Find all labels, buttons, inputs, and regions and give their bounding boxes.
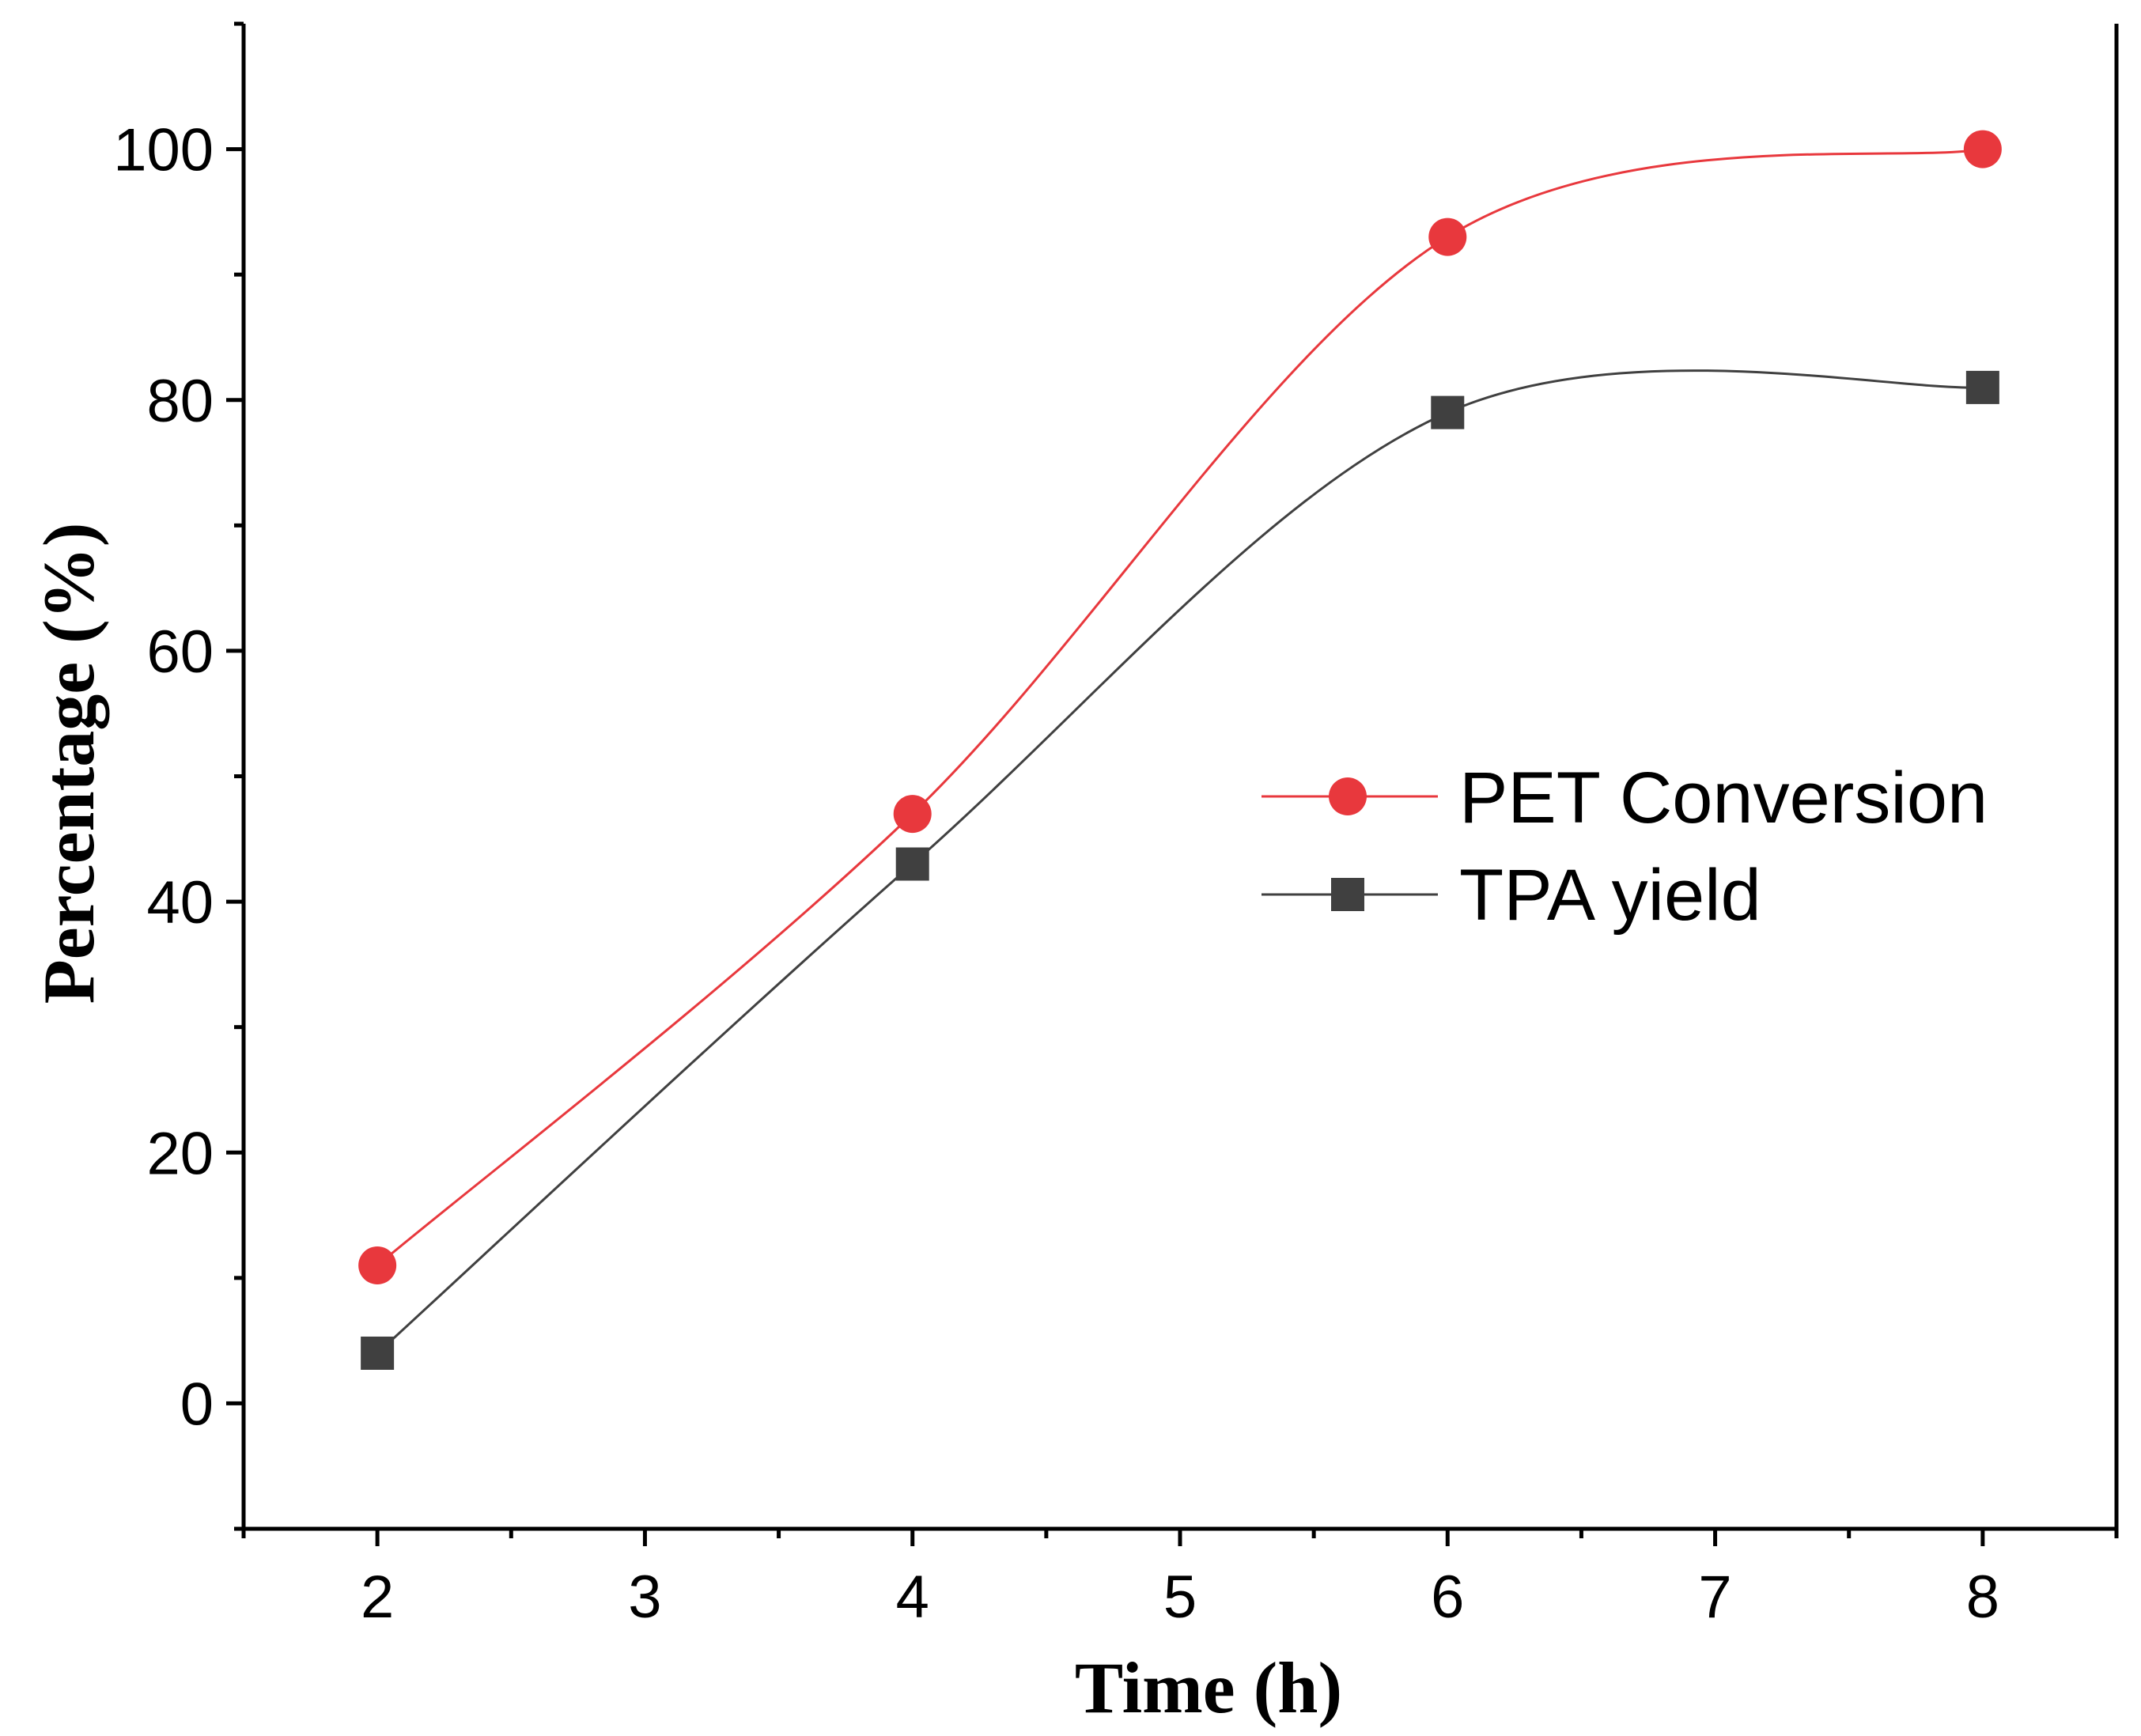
x-tick-label: 8 <box>1966 1564 1999 1631</box>
x-tick-label: 4 <box>896 1564 929 1631</box>
data-point-pet-conversion <box>358 1246 397 1284</box>
legend-label-pet: PET Conversion <box>1459 758 1988 838</box>
data-point-tpa-yield <box>895 847 929 881</box>
legend-marker-pet <box>1329 777 1367 815</box>
y-tick-label: 100 <box>113 117 214 184</box>
legend: PET Conversion TPA yield <box>1262 758 1988 936</box>
y-tick-label: 60 <box>146 618 214 686</box>
y-axis-title: Percentage (%) <box>28 523 109 1004</box>
data-point-pet-conversion <box>1428 217 1467 256</box>
x-tick-label: 5 <box>1163 1564 1197 1631</box>
x-tick-label: 2 <box>361 1564 394 1631</box>
data-point-tpa-yield <box>361 1336 395 1370</box>
legend-marker-tpa <box>1331 878 1364 911</box>
data-point-tpa-yield <box>1965 370 1999 404</box>
data-point-pet-conversion <box>893 795 932 834</box>
markers <box>358 130 2002 1370</box>
y-tick-label: 40 <box>146 869 214 936</box>
legend-label-tpa: TPA yield <box>1459 855 1761 936</box>
series-line-tpa-yield <box>376 369 1983 1355</box>
ticks <box>226 21 2119 1546</box>
series-line-pet-conversion <box>376 148 1984 1267</box>
x-axis-title: Time (h) <box>1075 1647 1342 1728</box>
y-tick-label: 80 <box>146 368 214 435</box>
x-tick-label: 7 <box>1698 1564 1731 1631</box>
x-tick-label: 6 <box>1431 1564 1464 1631</box>
y-tick-label: 20 <box>146 1120 214 1187</box>
data-point-pet-conversion <box>1963 130 2002 168</box>
x-tick-label: 3 <box>628 1564 661 1631</box>
y-tick-label: 0 <box>180 1371 214 1438</box>
data-point-tpa-yield <box>1431 395 1465 429</box>
curves <box>376 148 1984 1355</box>
